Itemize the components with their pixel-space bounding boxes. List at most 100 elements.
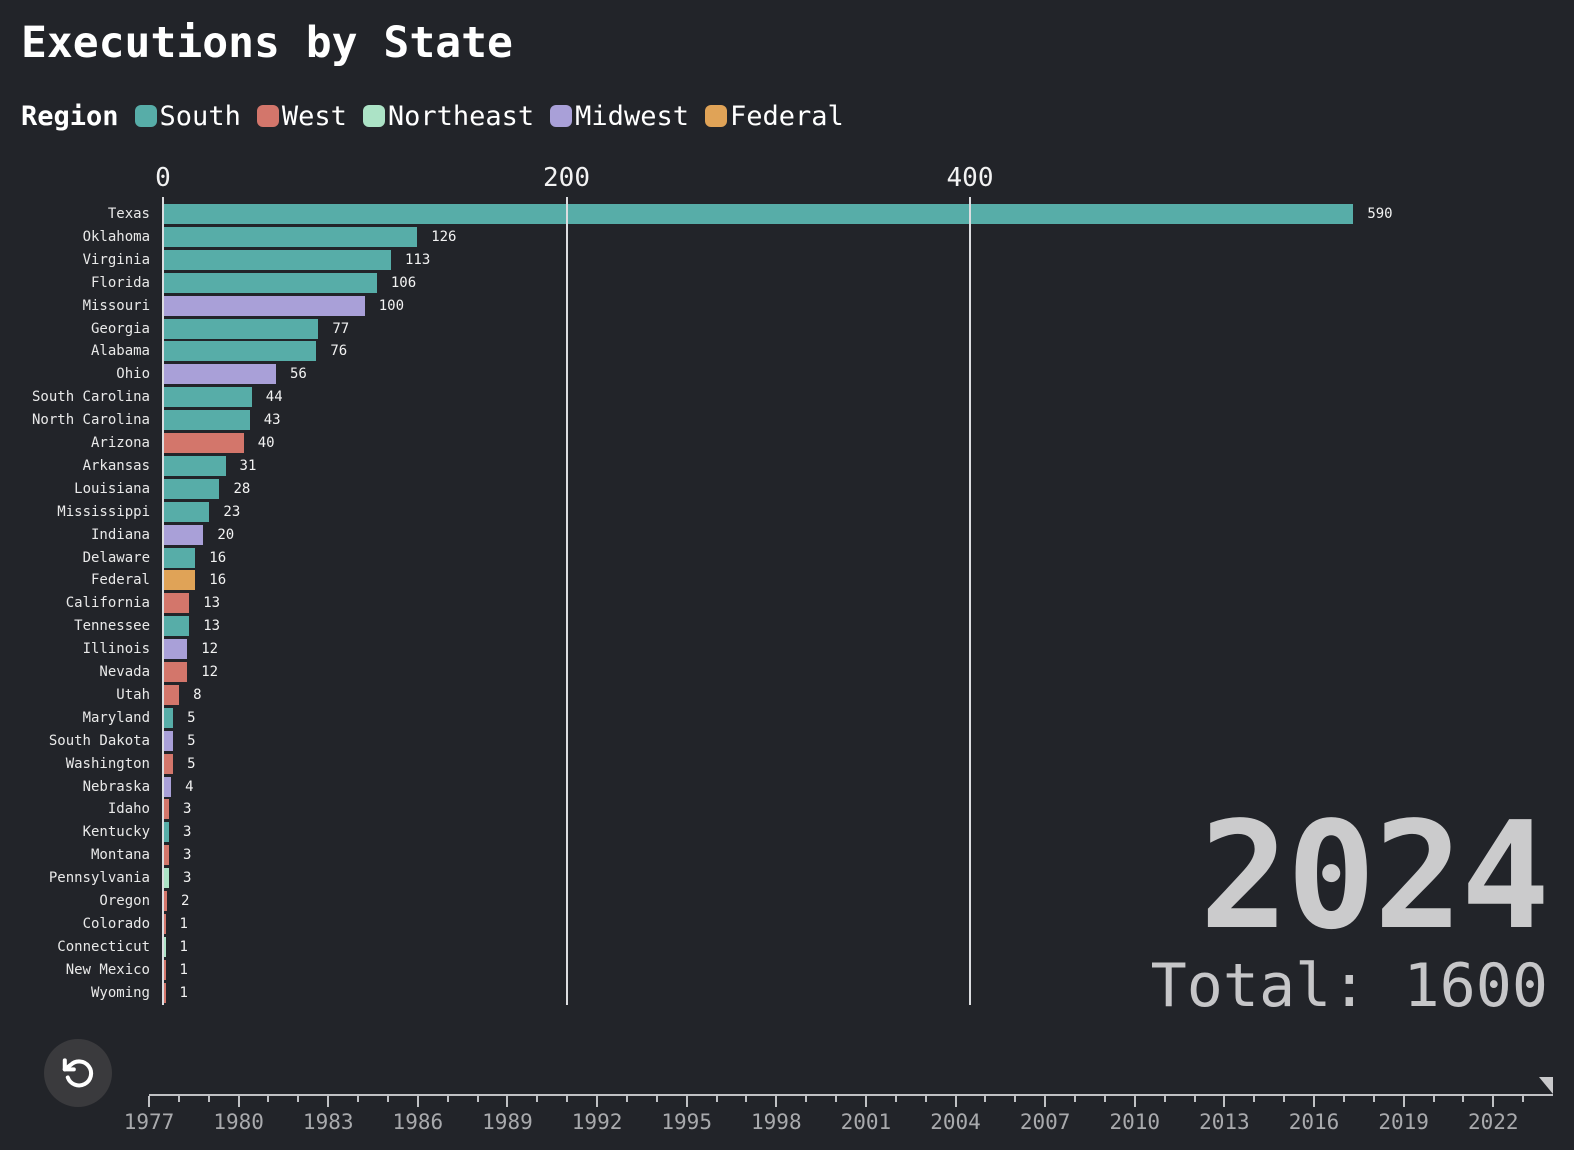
bar-row-delaware: Delaware 16 bbox=[0, 547, 1574, 568]
value-label-louisiana: 28 bbox=[233, 480, 251, 497]
bar-utah bbox=[163, 684, 180, 705]
value-label-florida: 106 bbox=[390, 274, 417, 291]
value-label-montana: 3 bbox=[183, 847, 192, 864]
value-label-colorado: 1 bbox=[179, 915, 188, 932]
legend-item-federal: Federal bbox=[704, 101, 844, 132]
bar-maryland bbox=[163, 707, 174, 728]
legend-label-midwest: Midwest bbox=[575, 100, 689, 132]
state-label-missouri: Missouri bbox=[82, 297, 150, 314]
value-label-pennsylvania: 3 bbox=[183, 870, 192, 887]
state-label-illinois: Illinois bbox=[82, 641, 150, 658]
value-label-georgia: 77 bbox=[332, 320, 350, 337]
timeline-year-label-2004: 2004 bbox=[930, 1110, 981, 1134]
replay-button[interactable] bbox=[44, 1039, 112, 1107]
timeline-year-label-2019: 2019 bbox=[1378, 1110, 1429, 1134]
bar-row-oklahoma: Oklahoma 126 bbox=[0, 226, 1574, 247]
bar-tennessee bbox=[163, 616, 190, 637]
bar-row-arizona: Arizona 40 bbox=[0, 433, 1574, 453]
state-label-new-mexico: New Mexico bbox=[65, 961, 150, 978]
timeline-tick-2009 bbox=[1103, 1096, 1106, 1102]
legend-swatch-federal-icon bbox=[704, 105, 727, 127]
value-label-nebraska: 4 bbox=[185, 778, 194, 795]
bar-nebraska bbox=[163, 776, 172, 797]
bar-row-idaho: Idaho 3 bbox=[0, 799, 1574, 820]
value-label-new-mexico: 1 bbox=[179, 961, 188, 978]
timeline-tick-2012 bbox=[1193, 1096, 1196, 1102]
timeline-year-label-1995: 1995 bbox=[661, 1110, 712, 1134]
timeline-tick-2004 bbox=[954, 1096, 957, 1107]
chart-title: Executions by State bbox=[21, 18, 513, 68]
bar-row-arkansas: Arkansas 31 bbox=[0, 455, 1574, 476]
timeline-tick-2018 bbox=[1372, 1096, 1375, 1102]
timeline-tick-2007 bbox=[1044, 1096, 1047, 1107]
timeline-tick-2003 bbox=[924, 1096, 927, 1102]
bar-indiana bbox=[163, 524, 204, 545]
state-label-washington: Washington bbox=[65, 755, 150, 772]
timeline-tick-2013 bbox=[1223, 1096, 1226, 1107]
timeline-year-label-2016: 2016 bbox=[1288, 1110, 1340, 1134]
state-label-california: California bbox=[65, 595, 150, 612]
value-label-wyoming: 1 bbox=[179, 984, 188, 1001]
state-label-oregon: Oregon bbox=[99, 893, 150, 909]
timeline-year-label-2022: 2022 bbox=[1467, 1110, 1519, 1134]
state-label-florida: Florida bbox=[90, 274, 150, 291]
bar-row-colorado: Colorado 1 bbox=[0, 913, 1574, 934]
timeline-year-label-1998: 1998 bbox=[751, 1110, 802, 1134]
timeline-tick-2010 bbox=[1133, 1096, 1136, 1107]
timeline-year-label-2001: 2001 bbox=[840, 1110, 892, 1134]
timeline-tick-2002 bbox=[894, 1096, 897, 1102]
bar-colorado bbox=[163, 913, 166, 934]
state-label-alabama: Alabama bbox=[90, 343, 150, 360]
timeline-tick-1993 bbox=[625, 1096, 628, 1102]
bar-south-carolina bbox=[163, 387, 252, 408]
value-label-maryland: 5 bbox=[187, 709, 196, 726]
bar-row-nevada: Nevada 12 bbox=[0, 662, 1574, 682]
state-label-delaware: Delaware bbox=[82, 549, 150, 566]
state-label-montana: Montana bbox=[90, 847, 150, 864]
legend-items: South West Northeast Midwest Federal bbox=[134, 100, 844, 132]
bar-south-dakota bbox=[163, 730, 174, 751]
value-label-california: 13 bbox=[203, 595, 221, 612]
year-indicator: 2024 bbox=[1199, 790, 1550, 962]
bar-row-utah: Utah 8 bbox=[0, 684, 1574, 705]
total-indicator: Total: 1600 bbox=[1150, 951, 1548, 1021]
timeline-tick-1992 bbox=[596, 1096, 599, 1107]
value-label-connecticut: 1 bbox=[179, 938, 188, 955]
bar-row-indiana: Indiana 20 bbox=[0, 524, 1574, 545]
state-label-south-carolina: South Carolina bbox=[31, 389, 150, 406]
bar-pennsylvania bbox=[163, 868, 170, 889]
state-label-colorado: Colorado bbox=[82, 915, 150, 932]
bar-row-connecticut: Connecticut 1 bbox=[0, 936, 1574, 957]
timeline-tick-2022 bbox=[1492, 1096, 1495, 1107]
bar-row-california: California 13 bbox=[0, 593, 1574, 614]
bar-row-alabama: Alabama 76 bbox=[0, 341, 1574, 362]
timeline-tick-1995 bbox=[685, 1096, 688, 1107]
timeline-tick-2015 bbox=[1283, 1096, 1286, 1102]
timeline-year-label-2010: 2010 bbox=[1109, 1110, 1161, 1134]
state-label-north-carolina: North Carolina bbox=[31, 412, 150, 429]
gridline-0 bbox=[162, 197, 164, 1005]
timeline-playhead[interactable] bbox=[1539, 1077, 1553, 1094]
state-label-georgia: Georgia bbox=[90, 320, 150, 337]
gridline-200 bbox=[565, 197, 568, 1005]
bar-oregon bbox=[163, 891, 168, 911]
bar-row-south-carolina: South Carolina 44 bbox=[0, 387, 1574, 408]
legend-swatch-west-icon bbox=[256, 105, 279, 127]
value-label-south-dakota: 5 bbox=[187, 732, 196, 749]
value-label-ohio: 56 bbox=[289, 366, 307, 383]
bar-arizona bbox=[163, 433, 244, 453]
legend-label-west: West bbox=[281, 100, 347, 132]
bar-row-maryland: Maryland 5 bbox=[0, 707, 1574, 728]
state-label-connecticut: Connecticut bbox=[57, 938, 150, 955]
bar-new-mexico bbox=[163, 959, 166, 980]
timeline-slider[interactable]: 1977 1980 1983 1986 1989 1992 1995 1998 2001 2004… bbox=[0, 1060, 1574, 1150]
timeline-tick-1997 bbox=[745, 1096, 748, 1102]
timeline-year-label-1983: 1983 bbox=[302, 1110, 354, 1134]
timeline-tick-2023 bbox=[1522, 1096, 1525, 1102]
legend-item-midwest: Midwest bbox=[550, 101, 689, 132]
state-label-virginia: Virginia bbox=[82, 251, 150, 268]
bar-row-mississippi: Mississippi 23 bbox=[0, 501, 1574, 522]
bar-row-south-dakota: South Dakota 5 bbox=[0, 730, 1574, 751]
state-label-nevada: Nevada bbox=[99, 664, 150, 680]
timeline-tick-1994 bbox=[655, 1096, 658, 1102]
